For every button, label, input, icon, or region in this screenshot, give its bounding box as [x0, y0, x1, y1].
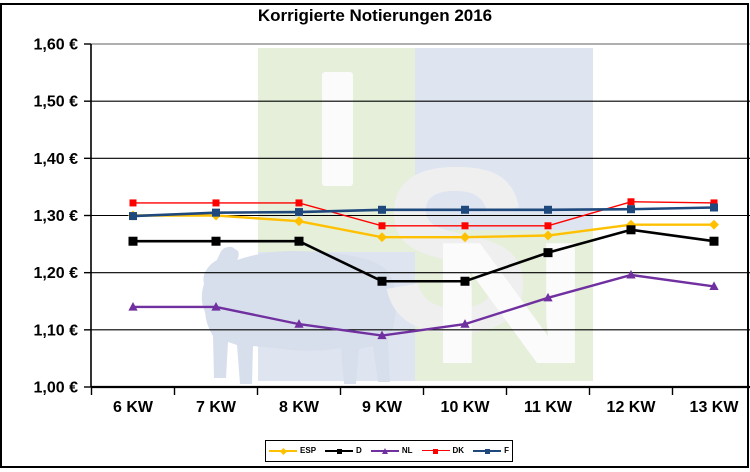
- series-line-NL: [133, 273, 715, 337]
- series-marker-DK: [295, 199, 303, 207]
- series-marker-NL: [460, 319, 470, 328]
- legend-item-ESP: ESP: [269, 447, 316, 455]
- series-marker-ESP: [709, 219, 719, 230]
- watermark-letter-i: [322, 72, 353, 186]
- legend-label-DK: DK: [452, 446, 465, 455]
- series-marker-DK: [544, 222, 552, 230]
- x-axis-label: 7 KW: [196, 399, 237, 416]
- legend-item-F: F: [473, 447, 509, 455]
- watermark-blue-block-topright: [415, 48, 593, 230]
- x-axis-label: 9 KW: [362, 399, 403, 416]
- x-axis-label: 12 KW: [607, 399, 657, 416]
- x-axis-label: 8 KW: [279, 399, 320, 416]
- series-marker-F: [461, 205, 469, 214]
- series-DK: [129, 198, 718, 230]
- series-marker-D: [626, 225, 636, 235]
- x-axis-label: 13 KW: [690, 399, 740, 416]
- diamond-marker-icon: [279, 447, 287, 455]
- series-line-ESP: [133, 214, 714, 239]
- watermark-letter-s: S: [380, 118, 532, 381]
- series-marker-F: [627, 205, 635, 214]
- series-marker-D: [709, 236, 719, 246]
- series-marker-DK: [461, 222, 469, 230]
- watermark-green-block-bottomright: [415, 230, 593, 381]
- pig-silhouette-icon: [201, 246, 397, 384]
- legend-label-NL: NL: [401, 446, 413, 455]
- legend-item-DK: DK: [421, 446, 465, 455]
- series-line-D: [133, 228, 715, 283]
- square-marker-icon: [433, 448, 438, 454]
- series-marker-ESP: [460, 232, 470, 243]
- legend-swatch-NL: [370, 447, 399, 455]
- y-axis-label: 1,00 €: [34, 380, 79, 397]
- series-line-F: [132, 206, 715, 218]
- series-marker-NL: [626, 269, 636, 279]
- legend-swatch-D: [325, 447, 354, 455]
- y-axis-label: 1,40 €: [34, 151, 79, 168]
- series-marker-ESP: [377, 232, 387, 243]
- series-marker-F: [378, 205, 386, 214]
- series-marker-NL: [709, 281, 719, 290]
- legend-label-D: D: [356, 446, 362, 455]
- series-marker-D: [460, 276, 470, 286]
- legend-swatch-ESP: [269, 447, 298, 455]
- series-marker-D: [377, 276, 387, 286]
- legend-swatch-DK: [421, 447, 450, 455]
- square-marker-icon: [336, 448, 342, 454]
- series-marker-DK: [378, 222, 386, 230]
- series-marker-ESP: [294, 216, 304, 227]
- y-axis-label: 1,10 €: [34, 322, 79, 339]
- series-marker-F: [710, 203, 718, 212]
- plot-area: 1,60 € 1,50 € 1,40 € 1,30 € 1,20 € 1,10 € 1,00…: [34, 37, 750, 416]
- series-marker-NL: [211, 302, 221, 311]
- legend-item-NL: NL: [370, 446, 413, 455]
- series-NL: [128, 269, 719, 340]
- series-marker-D: [128, 236, 138, 246]
- chart-legend: ESP D NL DK F: [265, 440, 513, 462]
- series-D: [128, 225, 719, 286]
- series-line-DK: [133, 201, 715, 227]
- series-marker-D: [543, 248, 553, 258]
- series-marker-D: [294, 236, 304, 246]
- series-marker-NL: [543, 292, 553, 302]
- legend-item-D: D: [325, 447, 362, 455]
- series-marker-NL: [128, 302, 138, 311]
- chart-title: Korrigierte Notierungen 2016: [257, 6, 493, 25]
- series-marker-F: [544, 205, 552, 214]
- y-axis-label: 1,50 €: [34, 94, 79, 111]
- square-marker-icon: [484, 448, 490, 454]
- series-marker-D: [211, 236, 221, 246]
- series-marker-NL: [377, 330, 387, 340]
- y-axis-label: 1,60 €: [34, 37, 79, 54]
- x-axis-label: 6 KW: [113, 399, 154, 416]
- series-marker-ESP: [543, 230, 553, 241]
- series-F: [129, 203, 718, 221]
- series-marker-F: [129, 212, 137, 221]
- series-marker-DK: [710, 199, 718, 207]
- legend-swatch-F: [473, 447, 502, 455]
- series-marker-DK: [212, 199, 220, 207]
- legend-label-ESP: ESP: [300, 446, 317, 455]
- isn-logo-watermark: S N: [201, 48, 593, 400]
- x-axis-label: 11 KW: [524, 399, 573, 416]
- series-marker-NL: [294, 319, 304, 328]
- series-marker-DK: [627, 198, 635, 206]
- triangle-marker-icon: [381, 448, 388, 454]
- series-marker-F: [295, 208, 303, 217]
- y-axis-label: 1,20 €: [34, 265, 79, 282]
- frame-border: [0, 3, 749, 468]
- series-marker-F: [212, 208, 220, 217]
- legend-label-F: F: [504, 446, 509, 455]
- series-marker-DK: [129, 199, 137, 207]
- x-axis-label: 10 KW: [441, 399, 491, 416]
- y-axis-label: 1,30 €: [34, 208, 79, 225]
